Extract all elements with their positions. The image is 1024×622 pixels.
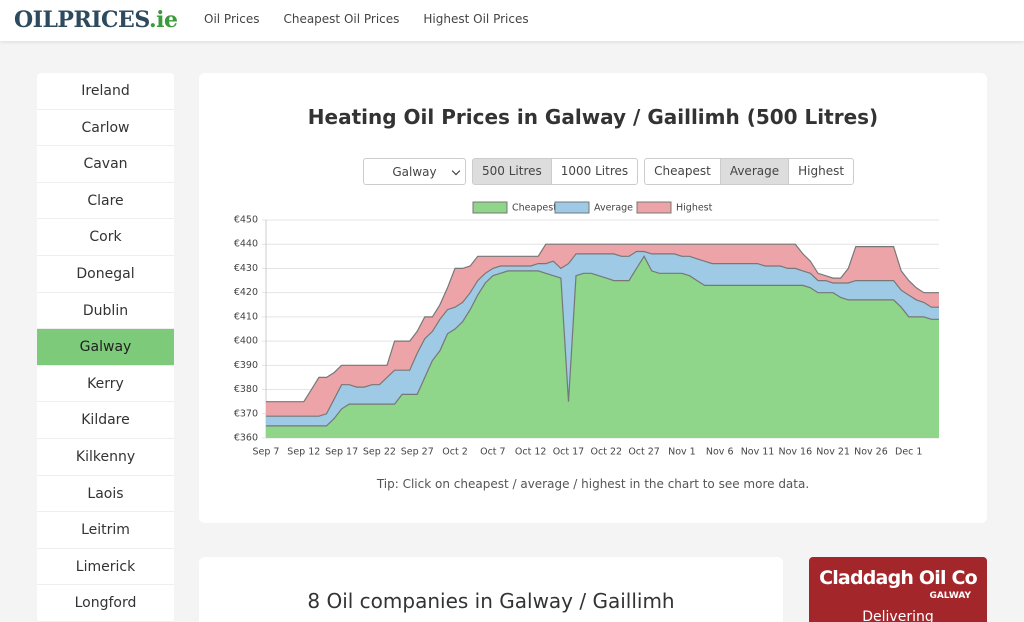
county-link[interactable]: Kerry	[37, 366, 174, 403]
x-tick-label: Nov 11	[741, 447, 775, 458]
y-tick-label: €430	[234, 263, 258, 274]
chart-card: Heating Oil Prices in Galway / Gaillimh …	[199, 73, 987, 523]
county-link[interactable]: Dublin	[37, 293, 174, 330]
ad-place: GALWAY	[929, 591, 971, 601]
y-tick-label: €360	[234, 433, 258, 444]
ad-name: Claddagh Oil Co	[819, 567, 978, 589]
legend-label[interactable]: Average	[594, 203, 633, 214]
y-tick-label: €400	[234, 336, 258, 347]
x-tick-label: Nov 1	[668, 447, 696, 458]
controls: Galway 500 Litres 1000 Litres Cheapest Ave…	[363, 158, 855, 185]
county-link[interactable]: Leitrim	[37, 512, 174, 549]
companies-title: 8 Oil companies in Galway / Gaillimh	[307, 589, 675, 613]
county-link[interactable]: Longford	[37, 585, 174, 622]
volume-buttons: 500 Litres 1000 Litres	[472, 158, 639, 185]
select-text: Galway	[392, 164, 437, 179]
toggle-button[interactable]: Highest	[788, 158, 855, 185]
x-tick-label: Sep 17	[325, 447, 358, 458]
county-select[interactable]: Galway	[363, 158, 466, 185]
x-tick-label: Dec 1	[895, 447, 922, 458]
x-tick-label: Nov 6	[706, 447, 734, 458]
x-tick-label: Nov 16	[778, 447, 812, 458]
toggle-button[interactable]: Average	[719, 158, 790, 185]
tip: Tip: Click on cheapest / average / highe…	[376, 477, 810, 491]
x-tick-label: Nov 21	[816, 447, 850, 458]
county-link[interactable]: Cavan	[37, 146, 174, 183]
x-tick-label: Sep 22	[363, 447, 396, 458]
county-link[interactable]: Laois	[37, 476, 174, 513]
legend-swatch[interactable]	[472, 201, 508, 214]
county-link[interactable]: Cork	[37, 219, 174, 256]
sidebar: Ireland Carlow Cavan Clare Cork Donegal Dublin…	[37, 73, 174, 622]
series-line[interactable]	[266, 255, 939, 427]
logo-suffix: .ie	[148, 7, 178, 33]
county-link[interactable]: Clare	[37, 183, 174, 220]
header: OILPRICES.ie Oil Prices Cheapest Oil Pric…	[0, 0, 1024, 41]
y-tick-label: €450	[234, 215, 258, 226]
ad-text: Delivering	[862, 609, 934, 622]
x-tick-label: Oct 2	[442, 447, 468, 458]
logo[interactable]: OILPRICES.ie	[14, 7, 178, 33]
legend-label[interactable]: Highest	[676, 203, 713, 214]
nav-link[interactable]: Highest Oil Prices	[423, 12, 529, 26]
county-link[interactable]: Donegal	[37, 256, 174, 293]
legend-swatch[interactable]	[636, 201, 672, 214]
x-tick-label: Oct 22	[591, 447, 623, 458]
series-line[interactable]	[266, 243, 939, 403]
county-link[interactable]: Carlow	[37, 110, 174, 147]
price-buttons: Cheapest Average Highest	[644, 158, 855, 185]
toggle-button[interactable]: 1000 Litres	[550, 158, 639, 185]
toggle-button[interactable]: 500 Litres	[472, 158, 552, 185]
y-tick-label: €410	[234, 311, 258, 322]
x-tick-label: Oct 7	[480, 447, 506, 458]
logo-main: OILPRICES	[14, 7, 149, 33]
county-link[interactable]: Kildare	[37, 402, 174, 439]
x-tick-label: Oct 17	[553, 447, 585, 458]
chart: €360 €370 €380 €390 €400 €410 €420 €430 €440 €450…	[234, 201, 939, 458]
chart-title: Heating Oil Prices in Galway / Gaillimh …	[307, 105, 879, 129]
y-tick-label: €370	[234, 408, 258, 419]
y-tick-label: €380	[234, 384, 258, 395]
x-tick-label: Oct 12	[515, 447, 547, 458]
county-link[interactable]: Galway	[37, 329, 174, 366]
x-tick-label: Sep 27	[401, 447, 434, 458]
county-link[interactable]: Limerick	[37, 549, 174, 586]
x-tick-label: Nov 26	[854, 447, 888, 458]
series-line[interactable]	[266, 250, 939, 417]
toggle-button[interactable]: Cheapest	[644, 158, 721, 185]
x-tick-label: Sep 7	[253, 447, 280, 458]
x-tick-label: Oct 27	[628, 447, 660, 458]
nav-link[interactable]: Cheapest Oil Prices	[283, 12, 400, 26]
county-link[interactable]: Kilkenny	[37, 439, 174, 476]
county-link[interactable]: Ireland	[37, 73, 174, 110]
y-tick-label: €440	[234, 239, 258, 250]
area-fill[interactable]	[266, 256, 939, 438]
x-tick-label: Sep 12	[287, 447, 320, 458]
nav: Oil Prices Cheapest Oil Prices Highest Oil…	[204, 12, 529, 26]
nav-link[interactable]: Oil Prices	[204, 12, 260, 26]
y-tick-label: €390	[234, 360, 258, 371]
companies-card: 8 Oil companies in Galway / Gaillimh	[199, 557, 783, 622]
legend-swatch[interactable]	[554, 201, 590, 214]
legend-label[interactable]: Cheapest	[512, 203, 557, 214]
y-tick-label: €420	[234, 287, 258, 298]
ad[interactable]: Claddagh Oil Co GALWAY Delivering	[809, 557, 987, 622]
